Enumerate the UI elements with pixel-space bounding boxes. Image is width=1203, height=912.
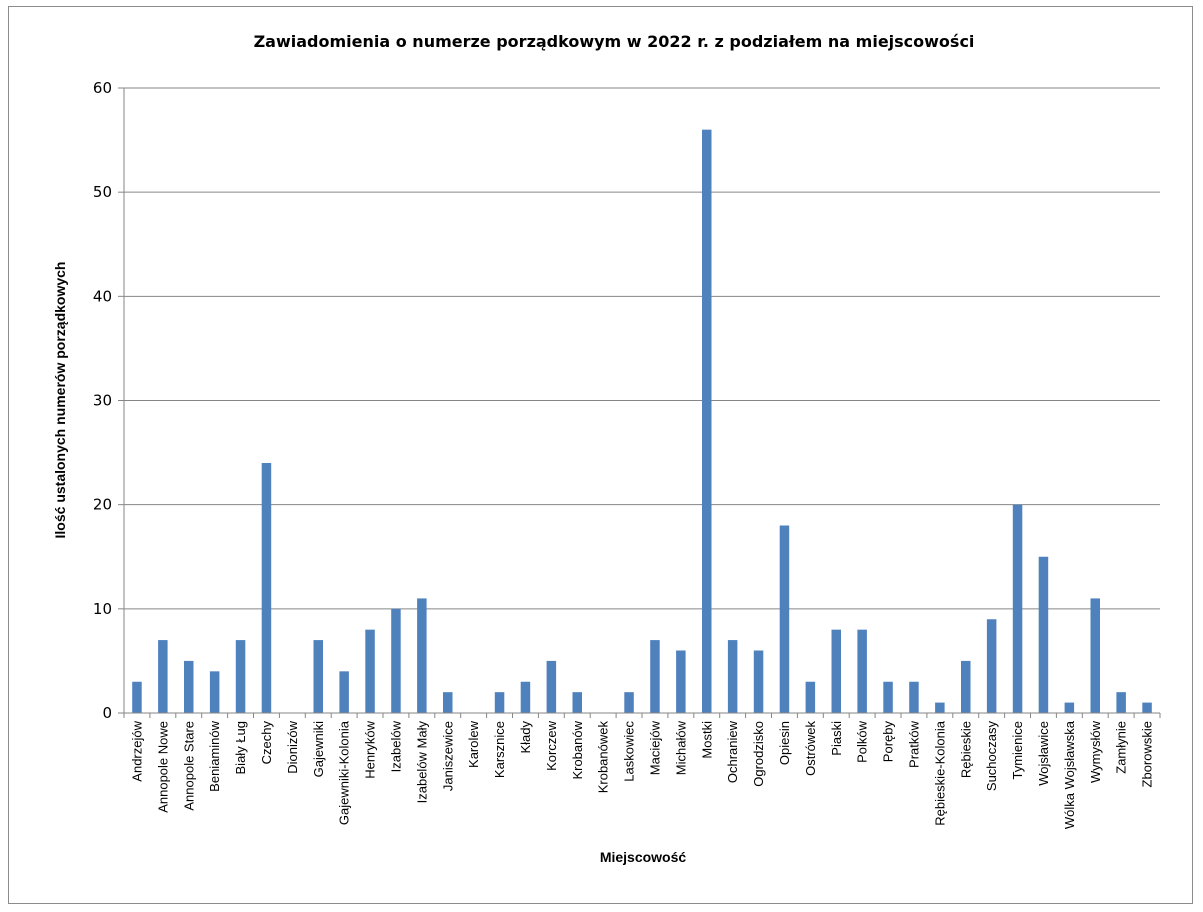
y-tick-label: 0 xyxy=(102,704,112,722)
axes xyxy=(123,88,1160,714)
bar xyxy=(1116,692,1126,713)
x-tick-label: Pratków xyxy=(906,720,921,768)
bar xyxy=(935,702,945,713)
x-tick-label: Korczew xyxy=(544,720,559,770)
x-tick-label: Opiesin xyxy=(777,721,792,765)
y-tick-label: 40 xyxy=(93,287,112,305)
x-tick-label: Ogrodzisko xyxy=(751,721,766,787)
x-tick-label: Karsznice xyxy=(492,721,507,778)
x-tick-label: Janiszewice xyxy=(440,721,455,791)
x-tick-label: Ostrówek xyxy=(803,721,818,776)
bar xyxy=(1142,702,1152,713)
x-axis-label: Miejscowość xyxy=(600,849,687,865)
bar xyxy=(986,619,997,713)
x-tick-label: Krobanów xyxy=(570,720,585,779)
bar xyxy=(624,692,634,713)
y-tick-label: 20 xyxy=(93,496,112,514)
y-tick-label: 30 xyxy=(93,392,112,410)
x-tick-label: Annopole Stare xyxy=(181,721,196,811)
bar xyxy=(909,681,919,713)
x-tick-label: Ochraniew xyxy=(725,720,740,783)
chart-frame xyxy=(8,6,1193,904)
bar xyxy=(520,681,531,713)
bar xyxy=(313,640,323,713)
x-tick-label: Zamłynie xyxy=(1114,721,1129,774)
x-tick-label: Biały Ług xyxy=(233,721,248,774)
x-tick-label: Maciejów xyxy=(647,720,662,775)
bars xyxy=(132,129,1152,713)
bar xyxy=(235,640,246,713)
bar xyxy=(261,463,272,713)
bar xyxy=(209,671,220,713)
x-tick-label: Henryków xyxy=(363,720,378,778)
y-axis-label: Ilość ustalonych numerów porządkowych xyxy=(52,262,68,539)
x-tick-label: Gajewniki-Kolonia xyxy=(337,720,352,825)
bar xyxy=(857,629,867,713)
x-tick-label: Dionizów xyxy=(285,720,300,773)
bar xyxy=(132,681,142,713)
x-tick-label: Zborowskie xyxy=(1140,721,1155,787)
bar xyxy=(158,640,168,713)
bar xyxy=(572,692,582,713)
x-tick-label: Mostki xyxy=(699,721,714,759)
bar xyxy=(779,525,790,713)
x-tick-label: Tymienice xyxy=(1010,721,1025,780)
bar xyxy=(184,660,194,713)
bar xyxy=(831,629,841,713)
x-tick-label: Rębieskie xyxy=(958,721,973,778)
x-tick-label: Izabelów Mały xyxy=(414,721,429,804)
x-tick-label: Gajewniki xyxy=(311,721,326,777)
x-tick-label: Krobanówek xyxy=(596,721,611,794)
y-tick-label: 60 xyxy=(93,79,112,97)
x-tick-labels: Andrzejów Annopole Nowe Annopole Stare Beni… xyxy=(129,720,1154,829)
x-tick-label: Polków xyxy=(855,720,870,763)
bar xyxy=(417,598,427,713)
x-tick-label: Beniaminów xyxy=(207,720,222,791)
x-tick-label: Karolew xyxy=(466,720,481,768)
x-tick-label: Wymysłów xyxy=(1088,720,1103,783)
x-tick-label: Laskowiec xyxy=(622,721,637,782)
bar xyxy=(391,608,401,713)
chart-title: Zawiadomienia o numerze porządkowym w 20… xyxy=(254,32,975,51)
bar xyxy=(676,650,686,713)
y-tick-label: 50 xyxy=(93,183,112,201)
x-tick-label: Wojsławice xyxy=(1036,721,1051,786)
bar xyxy=(727,640,738,713)
bar xyxy=(365,629,375,713)
x-tick-label: Michałów xyxy=(673,720,688,775)
bar xyxy=(1090,598,1100,713)
bar xyxy=(1012,504,1023,713)
bar xyxy=(883,681,893,713)
x-tick-label: Wólka Wojsławska xyxy=(1062,720,1077,829)
bar xyxy=(546,660,557,713)
x-tick-label: Andrzejów xyxy=(129,720,144,781)
bar xyxy=(650,640,660,713)
x-tick-label: Annopole Nowe xyxy=(155,721,170,813)
y-tick-labels: 0 10 20 30 40 50 60 xyxy=(93,79,112,722)
bar xyxy=(1064,702,1075,713)
x-tick-label: Kłady xyxy=(518,721,533,754)
x-tick-label: Rębieskie-Kolonia xyxy=(932,720,947,826)
y-tick-label: 10 xyxy=(93,600,112,618)
bar xyxy=(805,681,816,713)
x-tick-label: Poręby xyxy=(881,721,896,763)
bar xyxy=(702,129,712,713)
bar xyxy=(494,692,505,713)
bar xyxy=(753,650,764,713)
bar xyxy=(443,692,453,713)
x-tick-label: Suchoczasy xyxy=(984,721,999,792)
bar xyxy=(961,660,971,713)
x-tick-label: Piaski xyxy=(829,721,844,756)
x-tick-label: Izabelów xyxy=(388,720,403,772)
bar xyxy=(1038,556,1049,713)
x-tick-label: Czechy xyxy=(259,721,274,765)
gridlines xyxy=(118,87,1161,718)
bar xyxy=(339,671,349,713)
